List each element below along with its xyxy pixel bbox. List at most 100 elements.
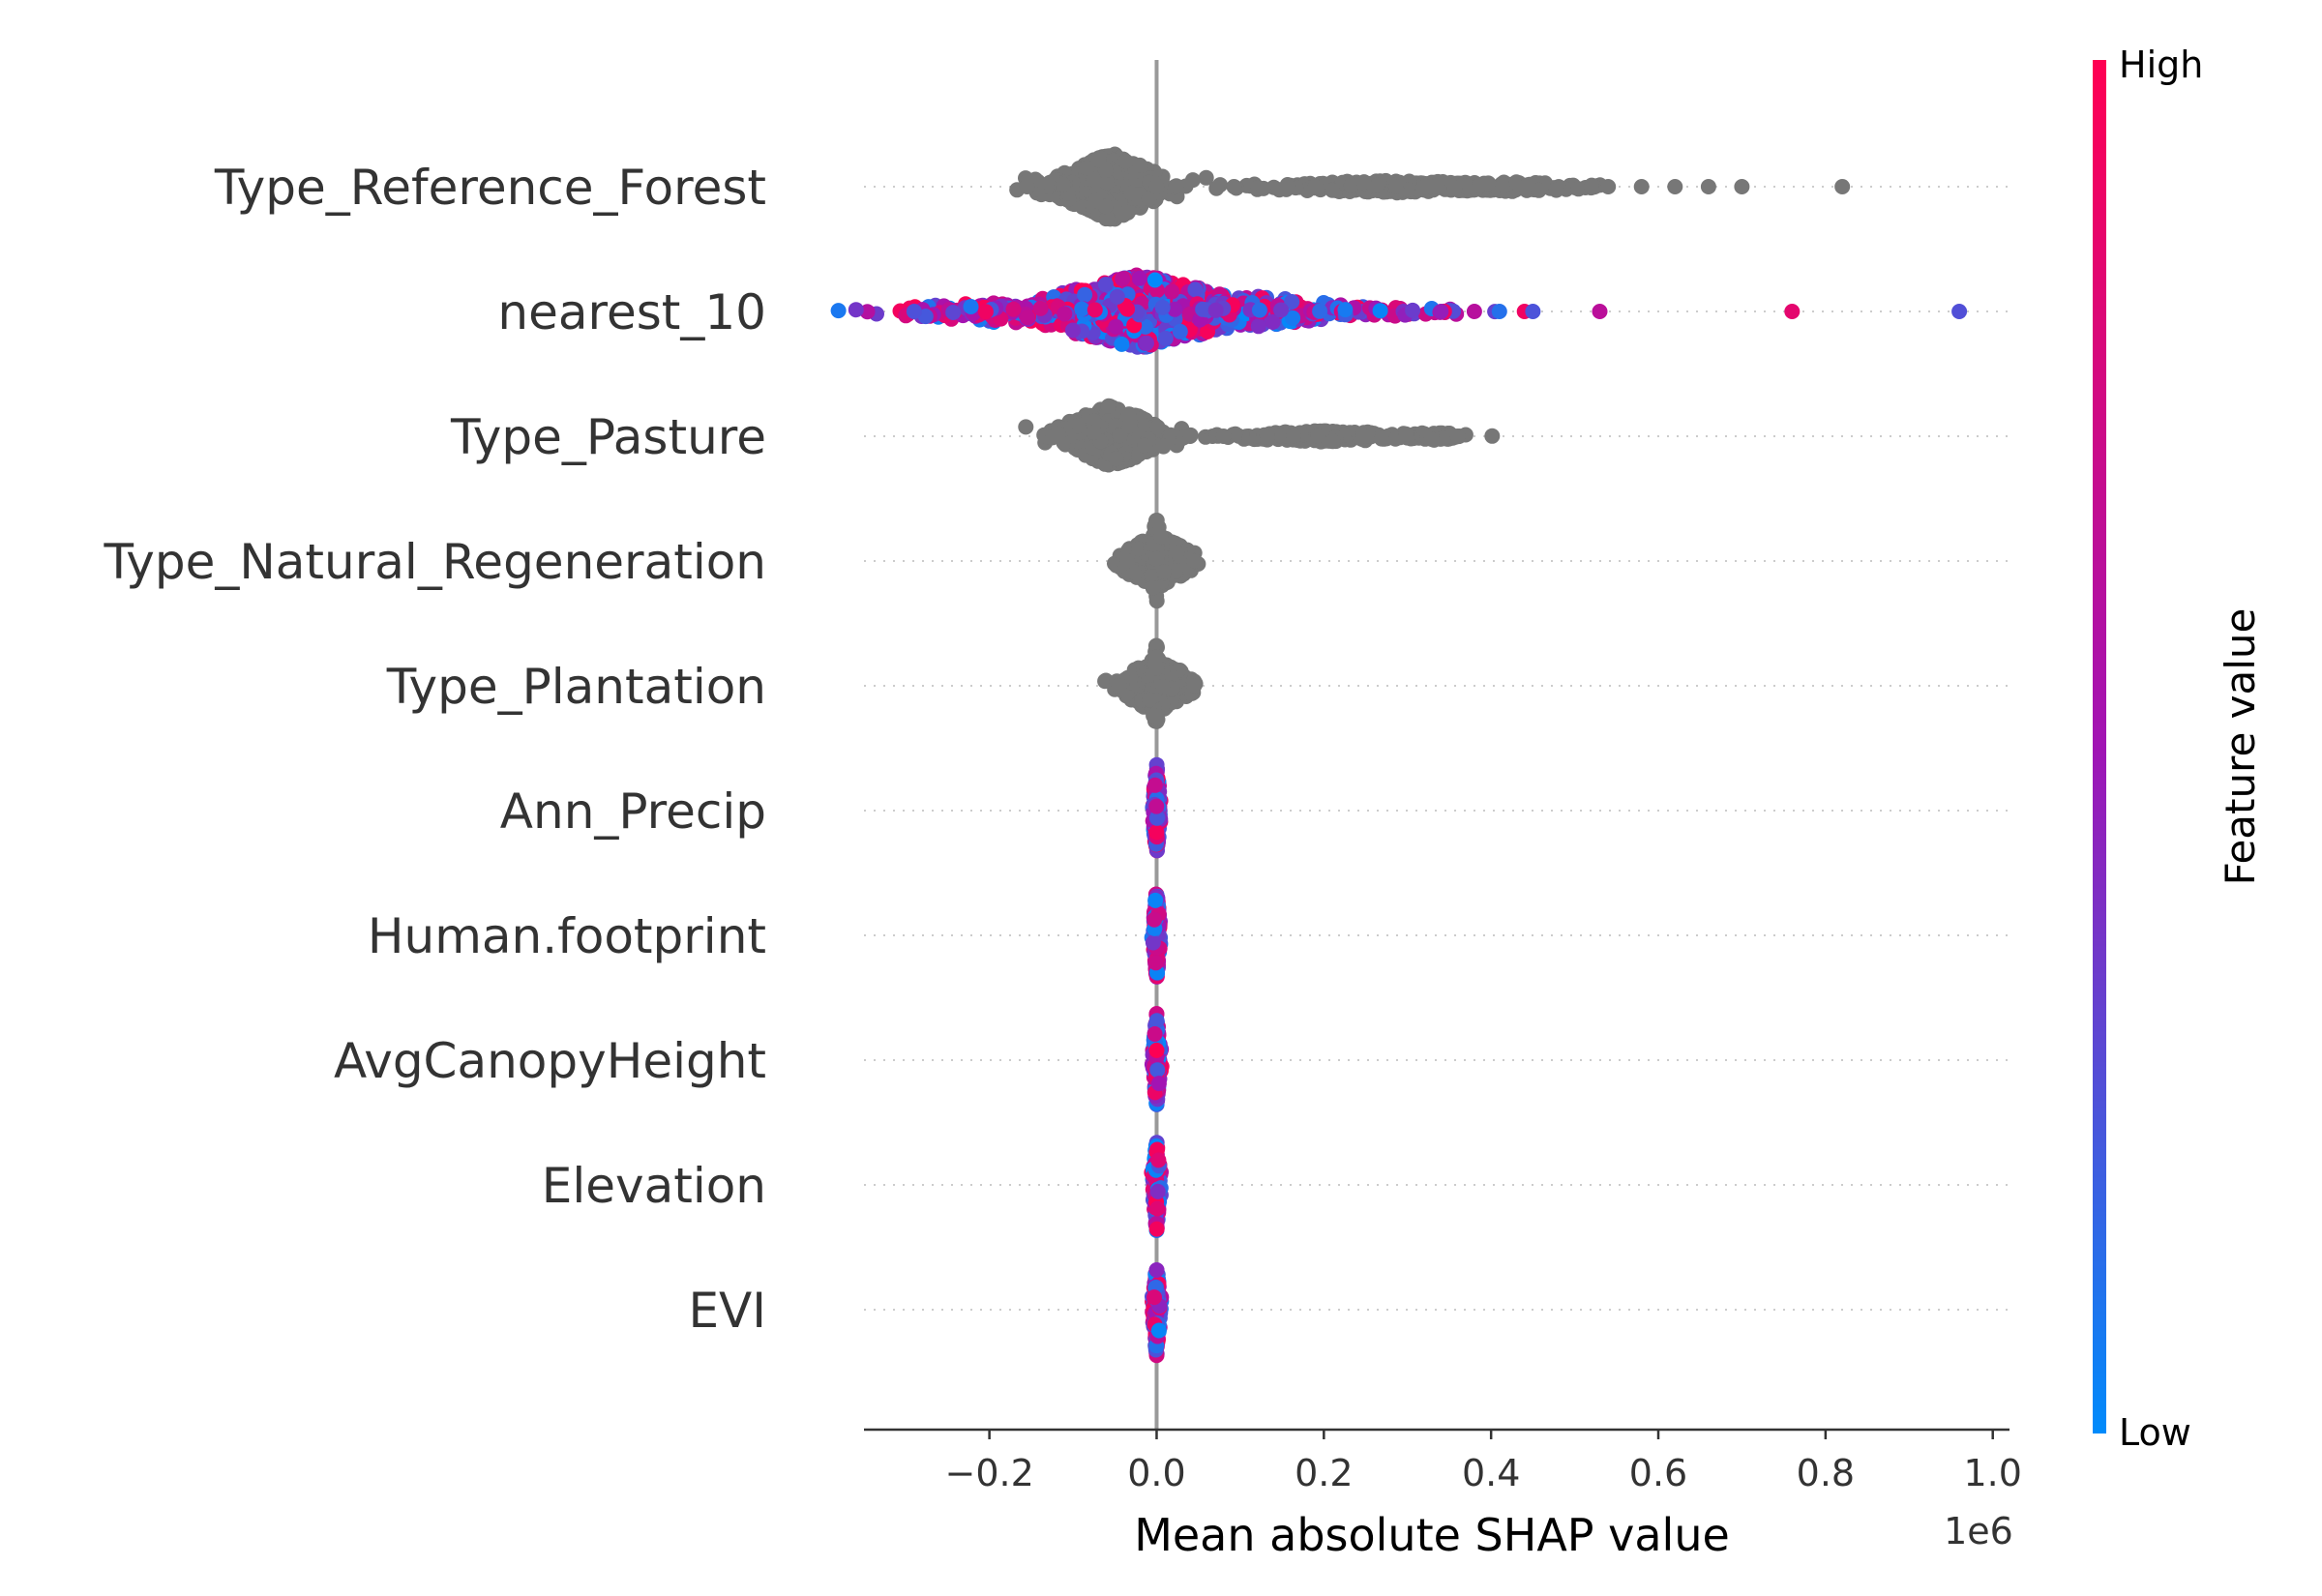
data-point [1032, 300, 1049, 316]
data-point [1120, 406, 1137, 423]
data-point [1087, 192, 1104, 209]
data-point [1600, 179, 1617, 194]
data-point [1312, 303, 1328, 319]
data-point [1325, 433, 1341, 450]
data-point [1834, 179, 1851, 194]
data-point [1355, 428, 1372, 444]
data-point [1157, 330, 1174, 346]
data-point [1423, 431, 1440, 447]
data-point [1518, 178, 1534, 194]
data-point [1700, 179, 1716, 194]
data-point [1525, 304, 1541, 319]
x-axis-offset-label: 1e6 [1944, 1510, 2013, 1552]
data-point [1195, 301, 1211, 317]
data-point [1148, 824, 1165, 841]
data-point [1146, 911, 1163, 928]
data-point [1435, 430, 1451, 447]
data-point [1187, 281, 1204, 298]
colorbar-high-label: High [2119, 44, 2203, 86]
data-point [1111, 678, 1127, 694]
data-point [1155, 438, 1172, 455]
data-point [1369, 177, 1385, 193]
data-point [1310, 428, 1326, 444]
data-point [1086, 413, 1102, 429]
x-tick-label: 0.6 [1629, 1452, 1687, 1494]
data-points-layer [830, 146, 1968, 1364]
colorbar-low-label: Low [2119, 1411, 2191, 1454]
data-point [1057, 306, 1073, 322]
feature-labels: Type_Reference_Forest nearest_10 Type_Past… [104, 160, 766, 1339]
feature-label: AvgCanopyHeight [334, 1033, 766, 1089]
data-point [1098, 672, 1114, 689]
data-point [1484, 428, 1501, 444]
data-point [1099, 210, 1116, 226]
data-point [1255, 180, 1271, 196]
data-point [1086, 171, 1102, 188]
data-point [1215, 429, 1232, 444]
data-point [1168, 178, 1184, 194]
data-point [1146, 707, 1162, 724]
data-point [1087, 302, 1103, 318]
data-point [1280, 179, 1296, 195]
data-point [1260, 429, 1276, 445]
data-point [1150, 1076, 1167, 1092]
row-guide-lines [864, 186, 2009, 1311]
data-point [1164, 283, 1180, 300]
data-point [1148, 649, 1165, 665]
data-point [1100, 398, 1116, 414]
data-point [1148, 1262, 1165, 1278]
data-point [1154, 299, 1171, 315]
data-point [1146, 1289, 1162, 1306]
data-point [1005, 301, 1022, 317]
data-point [1167, 301, 1183, 317]
x-tick-label: 0.4 [1462, 1452, 1520, 1494]
data-point [1141, 191, 1157, 207]
data-point [1145, 579, 1161, 596]
data-point [1198, 169, 1214, 186]
data-point [1154, 678, 1171, 695]
data-point [1449, 429, 1466, 444]
data-point [1186, 553, 1203, 569]
data-point [1182, 429, 1199, 444]
data-point [1148, 660, 1165, 676]
data-point [1148, 798, 1165, 814]
data-point [1284, 294, 1300, 310]
data-point [1148, 1042, 1165, 1058]
data-point [1148, 513, 1164, 529]
data-point [1070, 418, 1087, 434]
data-point [1480, 175, 1497, 192]
data-point [1150, 1322, 1167, 1339]
data-point [1146, 272, 1163, 288]
colorbar: High Low Feature value [2093, 44, 2264, 1454]
data-point [1139, 335, 1154, 351]
data-point [1286, 428, 1301, 444]
feature-label: EVI [688, 1283, 766, 1339]
feature-label: nearest_10 [497, 284, 766, 340]
data-point [1734, 179, 1750, 194]
data-point [1146, 1026, 1163, 1042]
data-point [1074, 301, 1090, 317]
data-point [1337, 302, 1354, 318]
data-point [1429, 178, 1445, 194]
data-point [1466, 304, 1482, 319]
data-point [1090, 152, 1107, 168]
data-point [1148, 1221, 1165, 1237]
data-point [1184, 172, 1201, 189]
data-point [1265, 314, 1281, 330]
data-point [977, 304, 994, 320]
colorbar-gradient [2093, 60, 2106, 1433]
data-point [1148, 593, 1165, 609]
data-point [1148, 1013, 1165, 1029]
data-point [1250, 318, 1266, 335]
data-point [1152, 529, 1169, 545]
feature-label: Human.footprint [368, 908, 766, 964]
data-point [1119, 301, 1136, 317]
data-point [830, 303, 847, 319]
data-point [1150, 1152, 1167, 1168]
x-axis: −0.2 0.0 0.2 0.4 0.6 0.8 1.0 [864, 1428, 2022, 1494]
data-point [1149, 419, 1166, 435]
data-point [1446, 180, 1463, 196]
data-point [1086, 424, 1102, 440]
data-point [1273, 302, 1289, 318]
data-point [1343, 177, 1359, 193]
